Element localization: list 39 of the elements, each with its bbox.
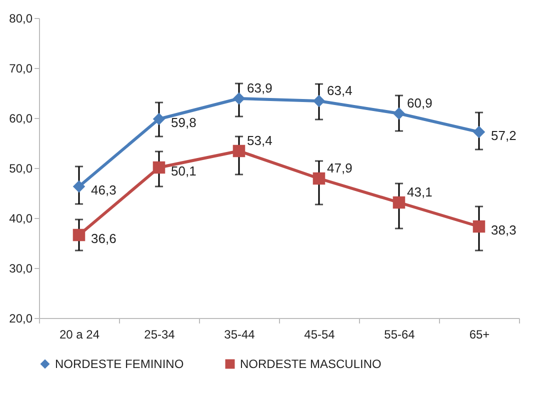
- y-tick-label: 60,0: [9, 112, 33, 126]
- point: [232, 144, 246, 158]
- point: [312, 94, 326, 108]
- y-tick-label: 50,0: [9, 162, 33, 176]
- point: [152, 161, 166, 174]
- data-label: 47,9: [327, 160, 352, 176]
- x-tick-label: 65+: [469, 328, 490, 342]
- point: [392, 107, 406, 120]
- point: [232, 92, 246, 105]
- data-label: 59,8: [171, 115, 196, 130]
- legend-label: NORDESTE MASCULINO: [240, 357, 382, 371]
- x-tick-label: 45-54: [304, 328, 336, 342]
- x-tick-label: 25-34: [144, 328, 176, 342]
- data-label: 36,6: [91, 231, 116, 246]
- legend-label: NORDESTE FEMININO: [55, 357, 184, 371]
- x-tick-label: 20 a 24: [59, 328, 100, 342]
- point: [312, 172, 326, 185]
- x-tick-label: 35-44: [224, 328, 256, 342]
- y-tick-label: 30,0: [9, 262, 33, 276]
- x-tick-label: 55-64: [384, 328, 416, 342]
- data-label: 46,3: [91, 182, 116, 198]
- data-label: 57,2: [491, 128, 516, 143]
- data-label: 60,9: [407, 96, 432, 110]
- y-tick-label: 80,0: [9, 12, 33, 26]
- data-label: 53,4: [247, 133, 272, 148]
- y-tick-label: 40,0: [9, 212, 33, 226]
- data-label: 50,1: [171, 164, 196, 178]
- data-label: 63,4: [327, 83, 352, 98]
- y-tick-label: 20,0: [9, 312, 33, 326]
- data-label: 63,9: [247, 80, 272, 96]
- data-label: 43,1: [407, 184, 432, 200]
- y-tick-label: 70,0: [9, 62, 33, 76]
- point: [472, 126, 486, 138]
- point: [152, 112, 166, 126]
- point: [392, 196, 406, 209]
- point: [472, 220, 486, 233]
- point: [72, 180, 86, 193]
- data-label: 38,3: [491, 222, 516, 238]
- point: [72, 228, 86, 242]
